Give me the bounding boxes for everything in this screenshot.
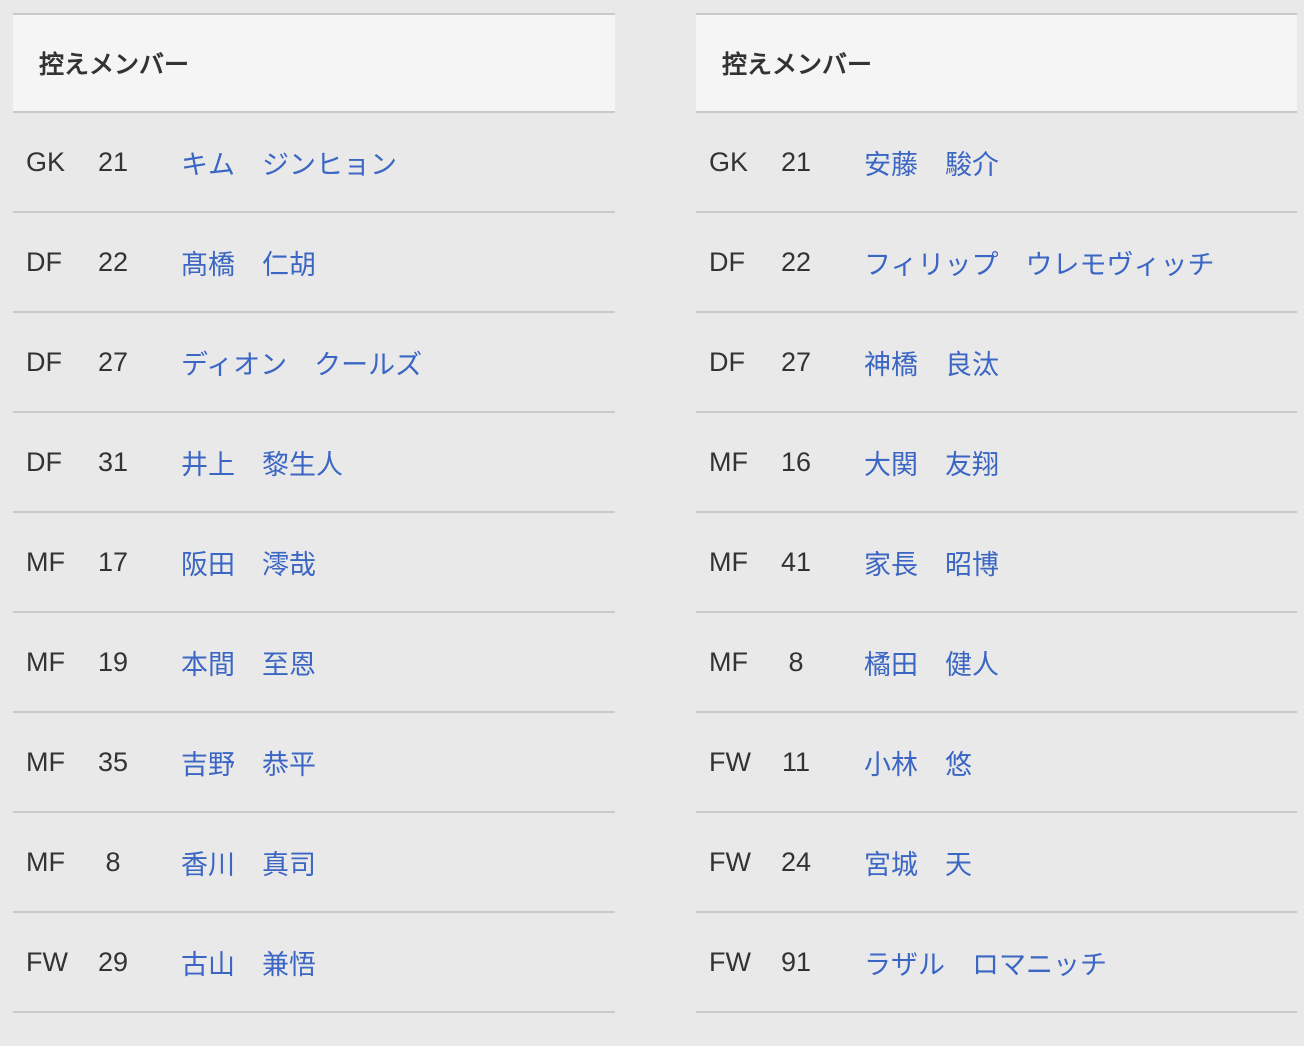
player-row: MF 35 吉野 恭平 <box>13 713 615 813</box>
shirt-number: 35 <box>97 746 129 777</box>
position-label: DF <box>709 246 745 277</box>
player-row: FW 91 ラザル ロマニッチ <box>696 913 1297 1013</box>
player-row: FW 11 小林 悠 <box>696 713 1297 813</box>
shirt-number: 31 <box>97 446 129 477</box>
shirt-number: 91 <box>780 946 812 977</box>
position-label: GK <box>709 146 749 177</box>
player-row: DF 27 ディオン クールズ <box>13 313 615 413</box>
player-row: DF 22 フィリップ ウレモヴィッチ <box>696 213 1297 313</box>
position-label: GK <box>26 146 66 177</box>
player-name-link[interactable]: 小林 悠 <box>864 749 972 780</box>
table-rows: GK 21 安藤 駿介 DF 22 フィリップ ウレモヴィッチ DF 27 神橋 良汰 MF 16 大… <box>696 113 1297 1013</box>
player-row: DF 22 髙橋 仁胡 <box>13 213 615 313</box>
player-name-link[interactable]: 家長 昭博 <box>864 549 999 580</box>
player-name-link[interactable]: 大関 友翔 <box>864 449 999 480</box>
shirt-number: 11 <box>781 746 811 777</box>
player-name-link[interactable]: 香川 真司 <box>181 849 316 880</box>
player-name-link[interactable]: 宮城 天 <box>864 849 972 880</box>
table-title: 控えメンバー <box>722 51 873 79</box>
player-name-link[interactable]: 阪田 澪哉 <box>181 549 316 580</box>
player-name-link[interactable]: 吉野 恭平 <box>181 749 316 780</box>
shirt-number: 22 <box>97 246 129 277</box>
player-row: DF 31 井上 黎生人 <box>13 413 615 513</box>
player-row: FW 29 古山 兼悟 <box>13 913 615 1013</box>
shirt-number: 22 <box>780 246 812 277</box>
shirt-number: 27 <box>97 346 129 377</box>
position-label: MF <box>26 546 65 577</box>
substitute-table-away: 控えメンバー GK 21 安藤 駿介 DF 22 フィリップ ウレモヴィッチ DF 27 神橋 … <box>696 13 1297 1013</box>
player-name-link[interactable]: 髙橋 仁胡 <box>181 249 316 280</box>
position-label: MF <box>709 546 748 577</box>
shirt-number: 21 <box>97 146 129 177</box>
position-label: DF <box>26 246 62 277</box>
player-name-link[interactable]: フィリップ ウレモヴィッチ <box>864 249 1215 280</box>
shirt-number: 29 <box>97 946 129 977</box>
player-row: GK 21 キム ジンヒョン <box>13 113 615 213</box>
shirt-number: 27 <box>780 346 812 377</box>
player-name-link[interactable]: 安藤 駿介 <box>864 149 999 180</box>
position-label: FW <box>709 746 751 777</box>
player-name-link[interactable]: ラザル ロマニッチ <box>864 949 1107 980</box>
player-name-link[interactable]: 神橋 良汰 <box>864 349 999 380</box>
table-title: 控えメンバー <box>39 51 190 79</box>
player-row: MF 16 大関 友翔 <box>696 413 1297 513</box>
player-name-link[interactable]: 橘田 健人 <box>864 649 999 680</box>
position-label: DF <box>26 346 62 377</box>
player-row: FW 24 宮城 天 <box>696 813 1297 913</box>
shirt-number: 41 <box>780 546 812 577</box>
player-name-link[interactable]: 古山 兼悟 <box>181 949 316 980</box>
shirt-number: 21 <box>780 146 812 177</box>
shirt-number: 19 <box>97 646 129 677</box>
position-label: MF <box>26 746 65 777</box>
player-name-link[interactable]: ディオン クールズ <box>181 349 423 380</box>
player-name-link[interactable]: 本間 至恩 <box>181 649 316 680</box>
player-row: MF 41 家長 昭博 <box>696 513 1297 613</box>
position-label: MF <box>709 646 748 677</box>
table-header: 控えメンバー <box>696 15 1297 113</box>
player-row: MF 8 橘田 健人 <box>696 613 1297 713</box>
shirt-number: 17 <box>97 546 129 577</box>
position-label: DF <box>709 346 745 377</box>
position-label: DF <box>26 446 62 477</box>
shirt-number: 8 <box>788 646 804 677</box>
position-label: FW <box>709 946 751 977</box>
substitute-members-section: 控えメンバー GK 21 キム ジンヒョン DF 22 髙橋 仁胡 DF 27 ディオン クール… <box>13 13 1297 1013</box>
position-label: FW <box>26 946 68 977</box>
position-label: MF <box>26 646 65 677</box>
player-name-link[interactable]: キム ジンヒョン <box>181 149 397 180</box>
player-row: DF 27 神橋 良汰 <box>696 313 1297 413</box>
table-rows: GK 21 キム ジンヒョン DF 22 髙橋 仁胡 DF 27 ディオン クールズ DF 31 井上… <box>13 113 615 1013</box>
shirt-number: 16 <box>780 446 812 477</box>
position-label: MF <box>709 446 748 477</box>
player-row: MF 19 本間 至恩 <box>13 613 615 713</box>
player-row: GK 21 安藤 駿介 <box>696 113 1297 213</box>
position-label: MF <box>26 846 65 877</box>
player-name-link[interactable]: 井上 黎生人 <box>181 449 343 480</box>
player-row: MF 8 香川 真司 <box>13 813 615 913</box>
shirt-number: 8 <box>105 846 121 877</box>
table-header: 控えメンバー <box>13 15 615 113</box>
shirt-number: 24 <box>780 846 812 877</box>
substitute-table-home: 控えメンバー GK 21 キム ジンヒョン DF 22 髙橋 仁胡 DF 27 ディオン クール… <box>13 13 615 1013</box>
position-label: FW <box>709 846 751 877</box>
player-row: MF 17 阪田 澪哉 <box>13 513 615 613</box>
